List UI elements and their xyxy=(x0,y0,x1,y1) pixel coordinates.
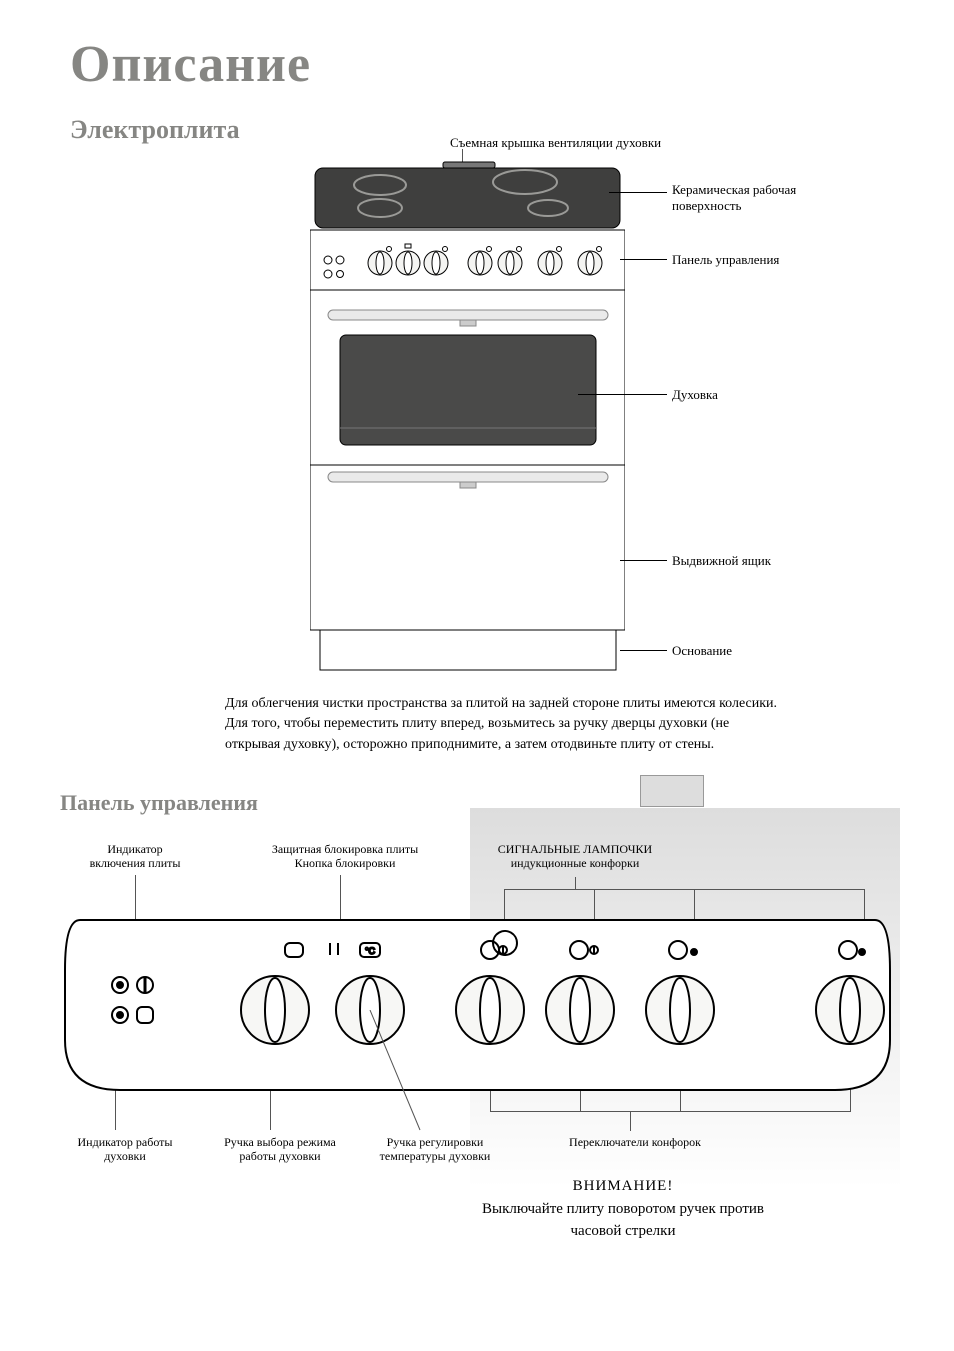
callout-surface: Керамическая рабочая поверхность xyxy=(672,182,832,215)
line-drawer xyxy=(620,560,667,561)
lbl-top-indicator: Индикаторвключения плиты xyxy=(75,842,195,871)
attention-body: Выключайте плиту поворотом ручек против … xyxy=(473,1198,773,1243)
line-panel xyxy=(620,259,667,260)
attention-header: ВНИМАНИЕ! xyxy=(473,1175,773,1198)
lbl-bot-oven-temp: Ручка регулировкитемпературы духовки xyxy=(360,1135,510,1164)
grey-box xyxy=(640,775,704,807)
lbl-bot-oven-ind: Индикатор работыдуховки xyxy=(55,1135,195,1164)
lbl-top-lock: Защитная блокировка плитыКнопка блокиров… xyxy=(245,842,445,871)
stove-diagram xyxy=(310,160,625,680)
callout-drawer: Выдвижной ящик xyxy=(672,553,771,569)
description-text: Для облегчения чистки пространства за пл… xyxy=(225,694,780,755)
lbl-bot-oven-mode: Ручка выбора режимаработы духовки xyxy=(200,1135,360,1164)
lbl-bot-hob: Переключатели конфорок xyxy=(540,1135,730,1149)
caption-top: Съемная крышка вентиляции духовки xyxy=(450,135,661,151)
subtitle-stove: Электроплита xyxy=(70,115,240,145)
subtitle-panel: Панель управления xyxy=(60,790,258,816)
svg-text:°C: °C xyxy=(365,946,376,956)
line-base xyxy=(620,650,667,651)
callout-oven: Духовка xyxy=(672,387,718,403)
callout-base: Основание xyxy=(672,643,732,659)
lbl-top-signals: СИГНАЛЬНЫЕ ЛАМПОЧКИиндукционные конфорки xyxy=(470,842,680,871)
line-surface xyxy=(609,192,667,193)
page-title: Описание xyxy=(70,35,311,94)
control-panel-diagram: °C xyxy=(60,910,895,1100)
attention-box: ВНИМАНИЕ! Выключайте плиту поворотом руч… xyxy=(473,1175,773,1243)
callout-panel: Панель управления xyxy=(672,252,779,268)
line-oven xyxy=(578,394,667,395)
